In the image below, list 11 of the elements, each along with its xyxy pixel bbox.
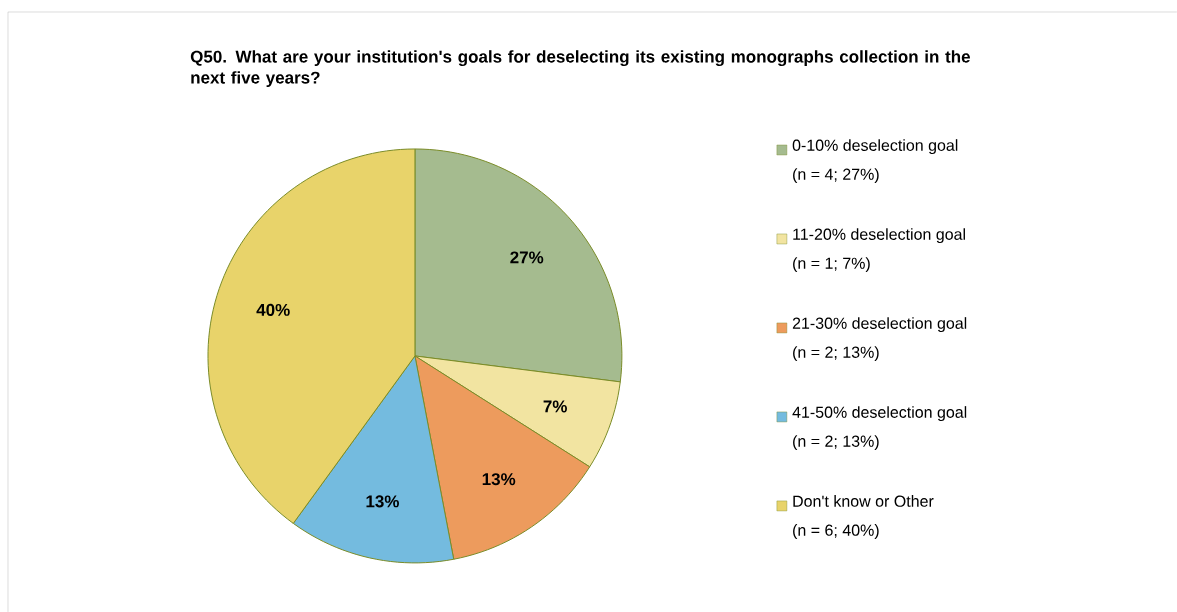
data-label: 27% (510, 251, 544, 264)
legend-label: Don't know or Other (n = 6; 40%) (793, 495, 934, 539)
legend-label: 41-50% deselection goal (n = 2; 13%) (792, 406, 967, 450)
data-label: 13% (366, 495, 399, 508)
legend-label: 0-10% deselection goal (n = 4; 27%) (792, 139, 958, 184)
legend-label: 21-30% deselection goal (n = 2; 13%) (792, 317, 967, 361)
data-label: 13% (482, 473, 516, 486)
data-label: 7% (543, 400, 567, 413)
legend-label: 11-20% deselection goal (n = 1; 7%) (793, 228, 965, 273)
data-label: 40% (256, 303, 290, 316)
chart-title: Q50. What are your institution's goals for deselecting its existing monographs collection in the next five years? (190, 50, 970, 87)
